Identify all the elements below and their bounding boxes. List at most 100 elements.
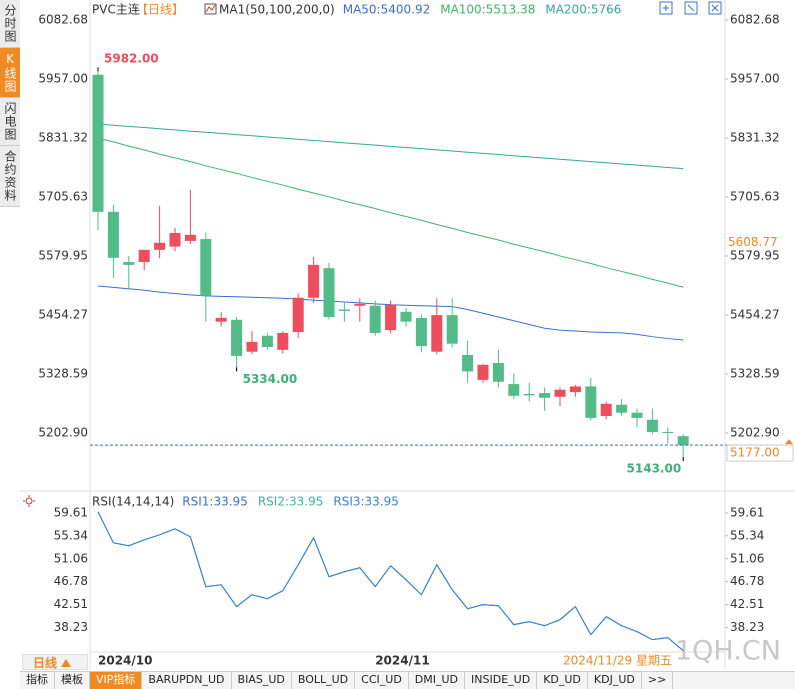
candle-body (292, 297, 304, 332)
settings-icon[interactable] (25, 497, 33, 505)
legend-entry: MA200:5766 (545, 3, 621, 17)
watermark: 1QH.CN (675, 636, 781, 667)
side-tab[interactable]: 分时图 (0, 0, 20, 48)
period-label: 日线 (33, 656, 58, 670)
toolbar-icons (659, 1, 722, 15)
marker-price-label: 5608.77 (728, 235, 778, 249)
rsi-line (97, 511, 684, 652)
y-tick-label-right: 5328.59 (730, 366, 780, 380)
candle-body (385, 304, 397, 331)
candle-body (446, 315, 458, 344)
ma-line (97, 123, 684, 170)
settings-icon (23, 495, 35, 507)
y-tick-label-right: 5202.90 (730, 425, 780, 439)
side-tab[interactable]: 合约资料 (0, 146, 20, 207)
candle-body (354, 303, 366, 306)
toolbar-icon[interactable] (684, 1, 698, 15)
bottom-tab[interactable]: BIAS_UD (232, 672, 292, 689)
candle-body (308, 264, 320, 298)
chart-title: PVC主连 (92, 2, 140, 17)
y-tick-label: 51.06 (54, 551, 88, 565)
annotation-label: 5143.00 (627, 462, 682, 476)
toolbar-icon[interactable] (708, 1, 722, 15)
candle-body (631, 412, 643, 418)
indicator-label: MA1(50,100,200,0) (219, 3, 335, 17)
side-tab[interactable]: 闪电图 (0, 98, 20, 146)
y-tick-label: 5454.27 (38, 307, 88, 321)
candle-body (554, 389, 566, 397)
x-tick-label: 2024/11 (375, 654, 429, 668)
y-tick-label: 5957.00 (38, 71, 88, 85)
candle-body (246, 341, 258, 352)
chart-title: RSI(14,14,14) (92, 495, 174, 509)
y-tick-label-right: 38.23 (730, 620, 764, 634)
candle-body (616, 404, 628, 413)
candle-body (539, 393, 551, 398)
indicator-icon (205, 4, 216, 13)
bottom-tab[interactable]: 模板 (55, 672, 90, 689)
bottom-tab[interactable]: 指标 (20, 672, 55, 689)
candle-body (215, 317, 227, 322)
bottom-tab[interactable]: >> (642, 672, 674, 689)
bottom-tab[interactable]: DMI_UD (409, 672, 466, 689)
bottom-tab[interactable]: BOLL_UD (292, 672, 356, 689)
last-price-box (726, 444, 794, 462)
candle-body (169, 232, 181, 247)
candle-body (662, 431, 674, 433)
indicator-icon[interactable] (204, 3, 217, 15)
y-tick-label: 5705.63 (38, 189, 88, 203)
y-tick-label: 5831.32 (38, 130, 88, 144)
period-arrow (61, 659, 72, 667)
bottom-tab[interactable]: VIP指标 (90, 672, 143, 689)
candle-body (138, 249, 150, 263)
y-tick-label-right: 5831.32 (730, 130, 780, 144)
period-arrow (61, 659, 72, 667)
candle-body (184, 234, 196, 241)
y-tick-label-right: 51.06 (730, 551, 764, 565)
candle-body (523, 393, 535, 396)
candle-body (462, 354, 474, 372)
bottom-tab[interactable]: KDJ_UD (588, 672, 642, 689)
candle-body (646, 419, 658, 432)
toolbar-icon (687, 4, 695, 12)
candle-body (277, 332, 289, 350)
bottom-tab[interactable]: INSIDE_UD (465, 672, 538, 689)
legend-entry: MA50:5400.92 (343, 3, 431, 17)
candle-body (261, 335, 273, 348)
candle-body (431, 315, 443, 352)
ma-line (97, 137, 684, 288)
bottom-tabs: 指标 模板 VIP指标 BARUPDN_UD BIAS_UD BOLL_UD CCI_UD D… (20, 671, 795, 689)
candle-body (92, 74, 104, 212)
y-tick-label-right: 42.51 (730, 597, 764, 611)
candle-body (600, 403, 612, 417)
y-tick-label-right: 46.78 (730, 574, 764, 588)
y-tick-label-right: 5454.27 (730, 307, 780, 321)
y-tick-label-right: 6082.68 (730, 12, 780, 26)
candle-body (323, 268, 335, 317)
bottom-tab[interactable]: CCI_UD (355, 672, 409, 689)
y-tick-label-right: 59.61 (730, 505, 764, 519)
y-tick-label: 59.61 (54, 505, 88, 519)
y-tick-label-right: 55.34 (730, 528, 764, 542)
legend-entry: RSI2:33.95 (258, 495, 324, 509)
candle-body (154, 242, 166, 250)
legend-entry: RSI3:33.95 (333, 495, 399, 509)
y-tick-label: 55.34 (54, 528, 88, 542)
toolbar-icon[interactable] (659, 1, 673, 15)
candle-body (400, 311, 412, 322)
period-button[interactable]: 日线 (22, 654, 88, 670)
y-tick-label: 5579.95 (38, 248, 88, 262)
y-tick-label-right: 5705.63 (730, 189, 780, 203)
side-tab[interactable]: K线图 (0, 48, 20, 98)
y-tick-label: 42.51 (54, 597, 88, 611)
candle-body (200, 239, 212, 296)
last-price-label: 5177.00 (730, 446, 780, 460)
bottom-tab[interactable]: KD_UD (537, 672, 588, 689)
bottom-tab[interactable]: BARUPDN_UD (142, 672, 232, 689)
y-tick-label: 38.23 (54, 620, 88, 634)
candle-body (369, 305, 381, 333)
candle-body (123, 262, 135, 265)
x-tick-label: 2024/10 (98, 654, 152, 668)
